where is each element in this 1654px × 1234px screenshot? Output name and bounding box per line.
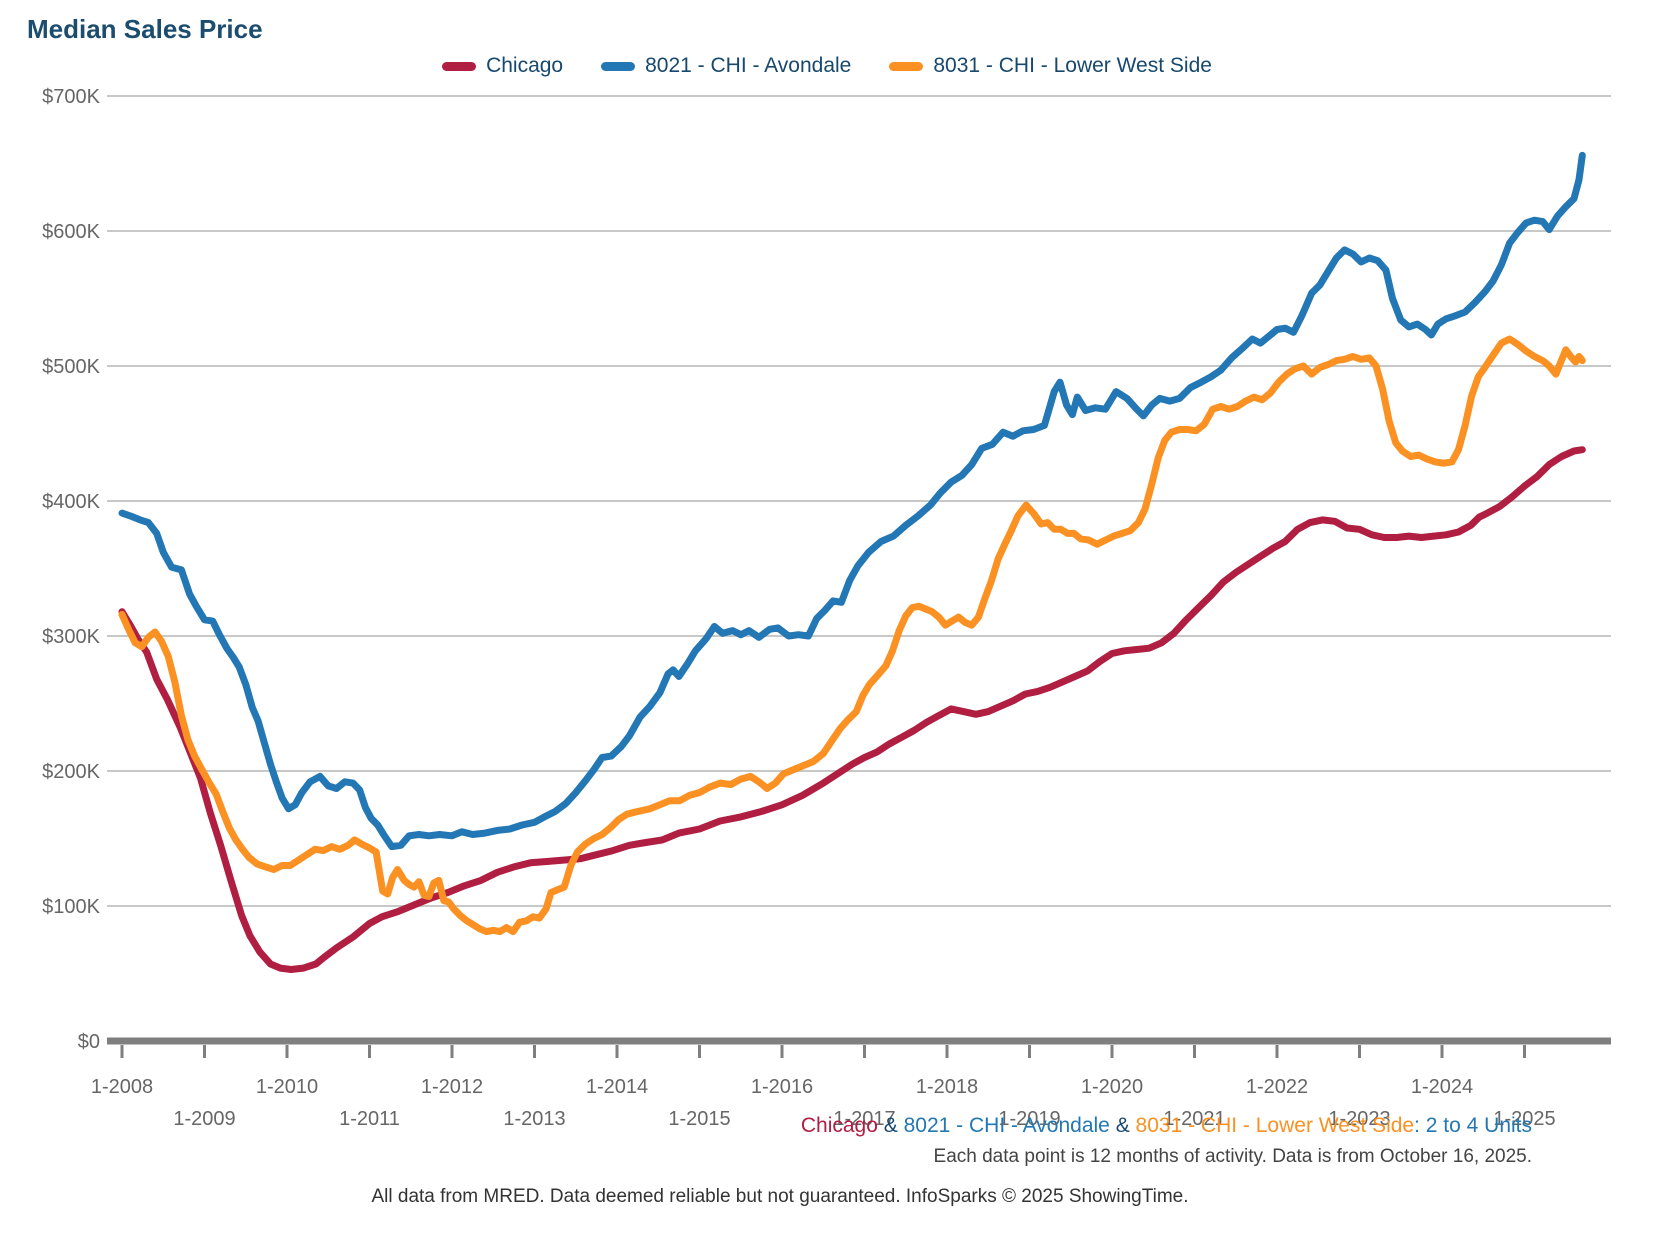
legend-item-chicago[interactable]: Chicago xyxy=(442,54,563,78)
series-note-part: & xyxy=(1109,1114,1136,1137)
y-axis-label: $600K xyxy=(42,221,100,243)
x-axis-label: 1-2022 xyxy=(1246,1076,1308,1098)
x-axis-label: 1-2012 xyxy=(421,1076,483,1098)
x-axis-label: 1-2008 xyxy=(91,1076,153,1098)
x-axis-label: 1-2014 xyxy=(586,1076,648,1098)
y-axis-label: $700K xyxy=(42,86,100,108)
y-axis-label: $100K xyxy=(42,896,100,918)
x-axis-label: 1-2013 xyxy=(503,1108,565,1130)
x-axis-label: 1-2011 xyxy=(339,1108,400,1130)
data-note: Each data point is 12 months of activity… xyxy=(933,1146,1532,1167)
y-axis-label: $400K xyxy=(42,491,100,513)
x-axis-label: 1-2025 xyxy=(1493,1108,1555,1130)
legend-item-8031-chi-lower-west-side[interactable]: 8031 - CHI - Lower West Side xyxy=(889,54,1212,78)
legend-swatch-icon xyxy=(601,61,636,71)
series-note-part: Chicago xyxy=(800,1114,878,1137)
x-axis-label: 1-2017 xyxy=(833,1108,895,1130)
legend-item-8021-chi-avondale[interactable]: 8021 - CHI - Avondale xyxy=(601,54,851,78)
y-axis-label: $300K xyxy=(42,626,100,648)
y-axis-label: $500K xyxy=(42,356,100,378)
x-axis-label: 1-2016 xyxy=(751,1076,813,1098)
x-axis-label: 1-2024 xyxy=(1411,1076,1473,1098)
legend-label: 8031 - CHI - Lower West Side xyxy=(933,54,1212,77)
x-axis-label: 1-2023 xyxy=(1328,1108,1390,1130)
disclaimer: All data from MRED. Data deemed reliable… xyxy=(371,1186,1189,1207)
legend-label: 8021 - CHI - Avondale xyxy=(645,54,852,77)
series-note-part: & xyxy=(877,1114,904,1137)
x-axis-label: 1-2021 xyxy=(1163,1108,1225,1130)
x-axis-label: 1-2018 xyxy=(916,1076,978,1098)
series-line-8031-chi-lower-west-side xyxy=(118,335,1586,936)
page-title: Median Sales Price xyxy=(27,14,263,44)
series-note-part: : 2 to 4 Units xyxy=(1414,1114,1532,1137)
series-line-chicago xyxy=(118,446,1586,973)
legend: Chicago 8021 - CHI - Avondale 8031 - CHI -… xyxy=(0,54,1654,78)
x-axis-label: 1-2009 xyxy=(173,1108,235,1130)
legend-swatch-icon xyxy=(442,61,477,71)
y-axis-label: $0 xyxy=(78,1031,100,1053)
x-axis-label: 1-2019 xyxy=(998,1108,1060,1130)
series-note: Chicago & 8021 - CHI - Avondale & 8031 -… xyxy=(801,1114,1532,1138)
legend-swatch-icon xyxy=(889,61,924,71)
series-line-8021-chi-avondale xyxy=(118,151,1586,851)
series-note-part: 8021 - CHI - Avondale xyxy=(903,1114,1110,1137)
legend-label: Chicago xyxy=(486,54,564,77)
series-note-part: 8031 - CHI - Lower West Side xyxy=(1135,1114,1415,1137)
x-axis-label: 1-2010 xyxy=(256,1076,318,1098)
x-axis-label: 1-2020 xyxy=(1081,1076,1143,1098)
x-axis-label: 1-2015 xyxy=(668,1108,730,1130)
y-axis-label: $200K xyxy=(42,761,100,783)
